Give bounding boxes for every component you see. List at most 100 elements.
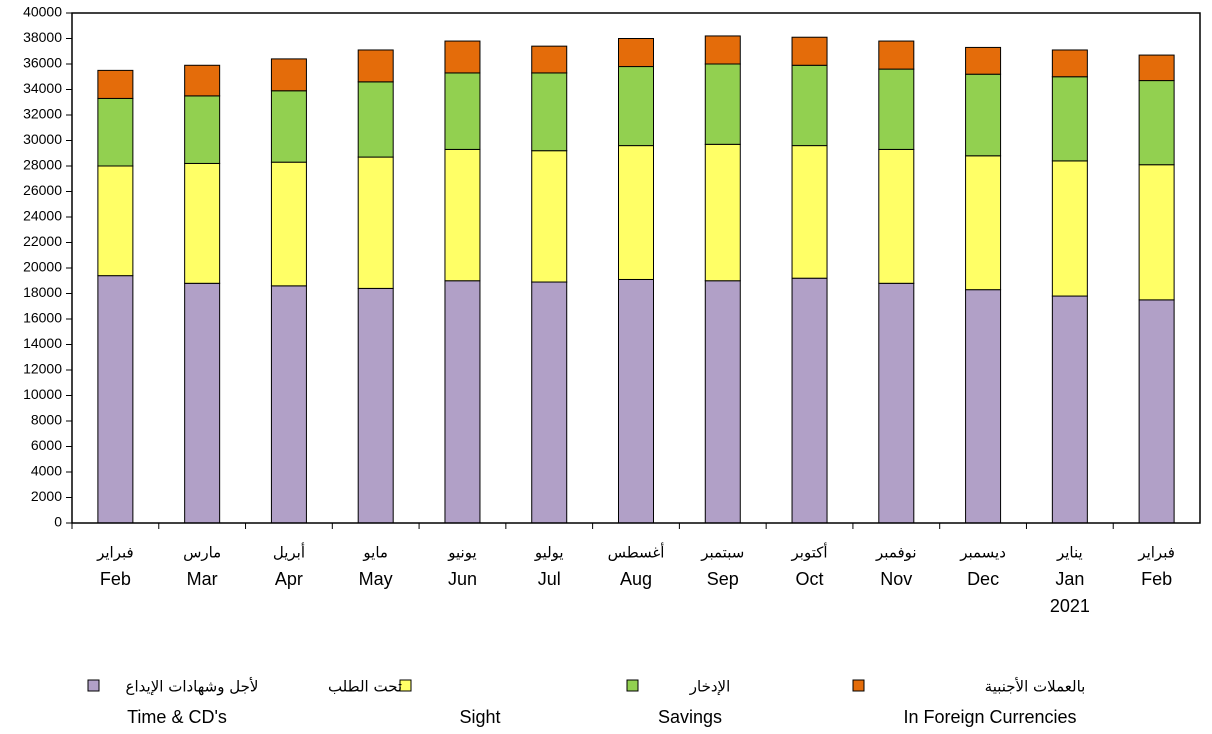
legend-swatch [626,679,639,692]
plot-frame [71,12,1201,524]
y-tick-label: 38000 [23,29,62,45]
x-tick-label: أبريل [273,543,305,562]
y-tick-label: 16000 [23,310,62,326]
legend-label-ar: تحت الطلب [328,678,402,696]
bar-segment [618,66,654,147]
bar-segment [357,287,394,524]
y-tick-label: 36000 [23,55,62,71]
bar-segment [878,40,915,70]
legend-label-ar: بالعملات الأجنبية [985,677,1086,696]
bar-segment [618,145,654,280]
bar-segment [704,143,741,282]
x-tick-label: Jul [538,569,561,589]
bar-segment [1051,160,1088,297]
y-tick-label: 22000 [23,233,62,249]
bar-segment [965,155,1002,291]
x-tick-label: مارس [183,544,221,562]
x-tick-label: يونيو [447,544,476,562]
x-tick-label: يوليو [534,544,564,562]
bar-segment [97,97,134,167]
bar-segment [1138,80,1175,166]
bar-segment [965,73,1002,157]
y-tick-label: 34000 [23,80,62,96]
y-tick-label: 40000 [23,4,62,20]
bar-segment [1138,299,1175,524]
bar-segment [97,69,134,99]
bar-segment [357,81,394,158]
bar-segment [531,150,568,283]
bar-segment [618,278,654,524]
legend-label: Sight [459,707,500,727]
bar-segment [184,282,221,524]
y-tick-label: 8000 [31,412,62,428]
legend-label-ar: الإدخار [689,678,731,696]
bar-segment [791,64,828,147]
y-tick-label: 28000 [23,157,62,173]
bar-segment [1051,49,1088,78]
bar-segment [878,148,915,284]
y-tick-label: 6000 [31,437,62,453]
x-tick-label: Aug [620,569,652,589]
bar-segment [791,145,828,279]
bar-segment [965,46,1002,75]
x-tick-label: ديسمبر [959,544,1006,562]
bar-segment [357,156,394,289]
bar-segment [1051,76,1088,162]
x-tick-label: يناير [1056,544,1083,562]
x-tick-label: Mar [187,569,218,589]
x-tick-label: Apr [275,569,303,589]
legend-label: Time & CD's [127,707,227,727]
y-tick-label: 12000 [23,361,62,377]
legend-label-ar: لأجل وشهادات الإيداع [126,677,259,696]
bar-segment [618,38,654,68]
bar-segment [791,36,828,66]
bar-segment [270,161,307,287]
y-tick-label: 30000 [23,131,62,147]
bar-segment [444,72,481,150]
bar-segment [270,90,307,163]
bar-segment [444,280,481,524]
y-tick-label: 26000 [23,182,62,198]
x-tick-label: 2021 [1050,596,1090,616]
y-tick-label: 4000 [31,463,62,479]
bar-segment [1138,54,1175,82]
x-tick-label: مايو [362,544,388,562]
bar-segment [97,275,134,524]
bar-segment [270,285,307,524]
bar-segment [184,95,221,164]
bar-segment [357,49,394,83]
x-tick-label: May [359,569,393,589]
bar-segment [531,72,568,152]
x-tick-label: فبراير [1137,544,1175,562]
bar-segment [270,58,307,92]
x-tick-label: Nov [880,569,912,589]
bar-segment [791,277,828,524]
bar-segment [531,45,568,74]
x-tick-label: نوفمبر [875,544,917,562]
legend-swatch [87,679,100,692]
bar-segment [531,281,568,524]
x-tick-label: أغسطس [608,543,665,562]
bar-segment [965,289,1002,524]
legend-label: In Foreign Currencies [903,707,1076,727]
bar-segment [444,148,481,282]
y-tick-label: 24000 [23,208,62,224]
legend-swatch [399,679,412,692]
bar-segment [704,63,741,145]
bar-segment [97,165,134,277]
y-tick-label: 14000 [23,335,62,351]
x-tick-label: Feb [100,569,131,589]
y-tick-label: 10000 [23,386,62,402]
bar-segment [184,64,221,97]
bar-segment [878,282,915,524]
x-tick-label: Jun [448,569,477,589]
y-tick-label: 32000 [23,106,62,122]
x-tick-label: أكتوبر [791,543,828,562]
x-tick-label: فبراير [96,544,134,562]
x-tick-label: Dec [967,569,999,589]
y-tick-label: 20000 [23,259,62,275]
legend-swatch [852,679,865,692]
bar-segment [1138,164,1175,301]
x-tick-label: Feb [1141,569,1172,589]
